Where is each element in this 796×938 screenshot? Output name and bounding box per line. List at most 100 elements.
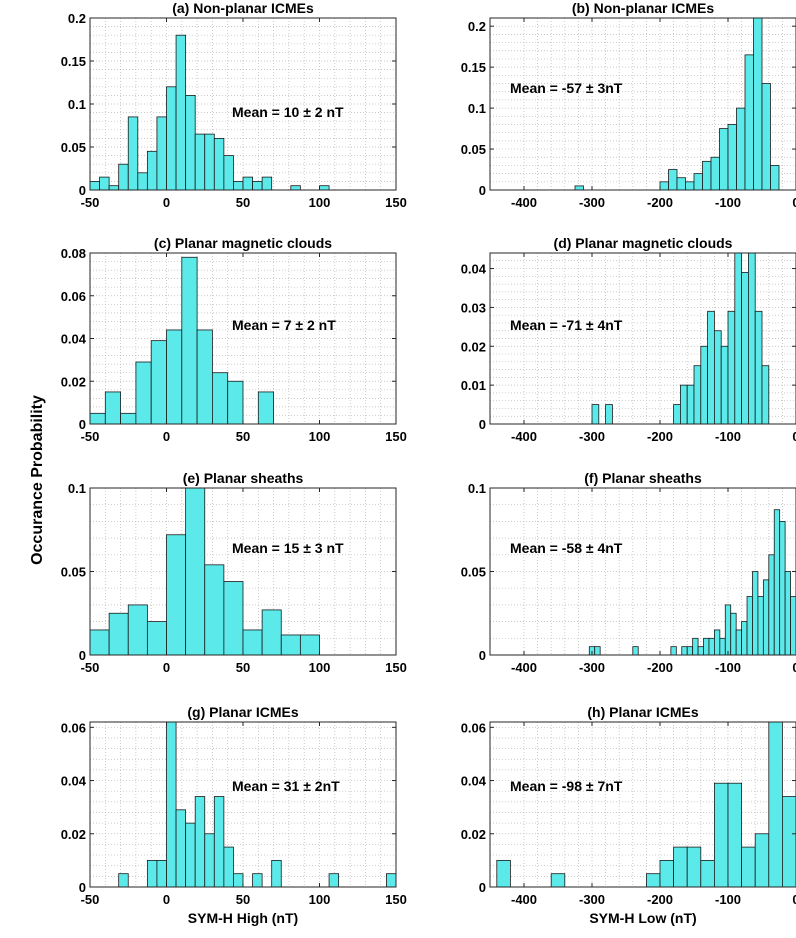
y-tick-label: 0.04 bbox=[461, 774, 487, 789]
y-tick-label: 0 bbox=[79, 880, 86, 895]
bar bbox=[156, 116, 167, 191]
bar bbox=[700, 345, 708, 425]
x-tick-label: 150 bbox=[385, 660, 407, 675]
x-tick-label: -200 bbox=[647, 429, 673, 444]
bar bbox=[761, 365, 770, 425]
x-tick-label: -300 bbox=[579, 892, 605, 907]
bar bbox=[118, 873, 129, 888]
bar bbox=[223, 155, 234, 191]
bar bbox=[714, 330, 722, 425]
bar bbox=[204, 133, 215, 191]
mean-annotation: Mean = -57 ± 3nT bbox=[510, 80, 623, 96]
y-tick-label: 0.02 bbox=[461, 339, 486, 354]
x-tick-label: 0 bbox=[792, 660, 796, 675]
grid-a bbox=[90, 18, 396, 190]
bar bbox=[213, 796, 225, 888]
x-tick-label: 100 bbox=[309, 892, 331, 907]
x-tick-label: 50 bbox=[236, 195, 250, 210]
x-tick-label: -400 bbox=[511, 892, 537, 907]
bar bbox=[252, 873, 263, 888]
bar bbox=[697, 646, 704, 656]
bar bbox=[204, 833, 215, 888]
bars-h bbox=[496, 721, 796, 888]
x-axis-label: SYM-H High (nT) bbox=[188, 910, 298, 926]
mean-annotation: Mean = 15 ± 3 nT bbox=[232, 540, 344, 556]
x-tick-label: -50 bbox=[81, 195, 100, 210]
bar bbox=[686, 384, 695, 425]
bar bbox=[204, 564, 225, 656]
bar bbox=[768, 721, 783, 888]
bar bbox=[127, 116, 139, 191]
panel-title: (d) Planar magnetic clouds bbox=[554, 235, 733, 251]
bar bbox=[146, 150, 158, 191]
bar bbox=[150, 340, 167, 425]
x-tick-label: 0 bbox=[792, 429, 796, 444]
bar bbox=[748, 252, 756, 425]
bars-e bbox=[89, 487, 320, 656]
y-axis-label: Occurance Probability bbox=[29, 395, 46, 565]
bar bbox=[104, 391, 122, 425]
bar bbox=[185, 95, 196, 191]
bar bbox=[185, 487, 206, 656]
bar bbox=[693, 365, 702, 425]
bars-g bbox=[118, 721, 397, 888]
bar bbox=[779, 521, 786, 656]
y-tick-label: 0.01 bbox=[461, 378, 486, 393]
bar bbox=[594, 646, 601, 656]
bar bbox=[659, 181, 669, 191]
bar bbox=[127, 604, 148, 656]
panel-title: (a) Non-planar ICMEs bbox=[172, 0, 314, 16]
bar bbox=[782, 796, 796, 888]
bar bbox=[146, 859, 158, 888]
panel-title: (g) Planar ICMEs bbox=[187, 704, 298, 720]
x-tick-label: -100 bbox=[715, 429, 741, 444]
bar bbox=[211, 372, 229, 425]
bar bbox=[175, 809, 187, 888]
panel-title: (h) Planar ICMEs bbox=[587, 704, 698, 720]
y-tick-label: 0.05 bbox=[461, 142, 486, 157]
bar bbox=[735, 629, 742, 656]
bar bbox=[754, 833, 770, 888]
bar bbox=[659, 859, 675, 888]
bar bbox=[670, 646, 677, 656]
bar bbox=[605, 404, 613, 425]
y-tick-label: 0.03 bbox=[461, 300, 486, 315]
y-tick-label: 0 bbox=[79, 417, 86, 432]
bar bbox=[118, 163, 129, 191]
bar bbox=[185, 822, 196, 888]
bar bbox=[233, 873, 244, 888]
y-tick-label: 0.05 bbox=[461, 565, 486, 580]
bar bbox=[89, 629, 110, 656]
y-tick-label: 0.1 bbox=[68, 97, 86, 112]
bar bbox=[770, 165, 780, 191]
x-tick-label: 0 bbox=[163, 195, 170, 210]
y-tick-label: 0.04 bbox=[61, 774, 87, 789]
bar bbox=[242, 629, 263, 656]
bar bbox=[146, 621, 167, 656]
bar bbox=[646, 873, 661, 888]
bar bbox=[686, 846, 702, 888]
bar bbox=[676, 177, 686, 191]
y-tick-label: 0.1 bbox=[468, 101, 486, 116]
bar bbox=[719, 128, 729, 191]
x-tick-label: 0 bbox=[163, 660, 170, 675]
bar bbox=[227, 380, 244, 425]
bars-c bbox=[89, 256, 274, 425]
bar bbox=[702, 160, 712, 191]
y-tick-label: 0.04 bbox=[461, 262, 487, 277]
bar bbox=[175, 34, 187, 191]
mean-annotation: Mean = 10 ± 2 nT bbox=[232, 104, 344, 120]
bar bbox=[741, 272, 749, 425]
y-tick-label: 0 bbox=[79, 183, 86, 198]
panel-title: (e) Planar sheaths bbox=[183, 470, 304, 486]
bar bbox=[673, 846, 688, 888]
bar bbox=[196, 329, 213, 425]
y-tick-label: 0 bbox=[479, 417, 486, 432]
y-tick-label: 0.06 bbox=[461, 720, 486, 735]
bars-a bbox=[89, 34, 330, 191]
bar bbox=[632, 646, 639, 656]
bar bbox=[242, 176, 253, 191]
bar bbox=[137, 172, 148, 191]
